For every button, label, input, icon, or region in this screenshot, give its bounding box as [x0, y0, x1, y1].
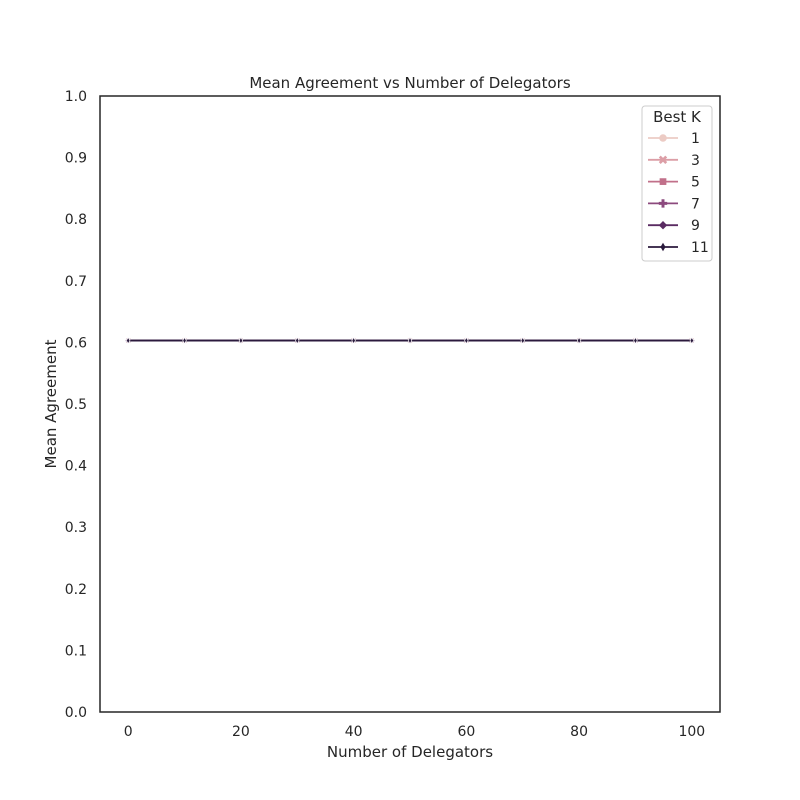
data-point — [126, 336, 131, 345]
y-tick-label: 0.7 — [65, 274, 87, 290]
data-point — [464, 336, 469, 345]
x-axis-label: Number of Delegators — [327, 743, 493, 761]
legend-marker — [659, 134, 667, 142]
chart-title: Mean Agreement vs Number of Delegators — [249, 74, 571, 92]
data-point — [689, 336, 694, 345]
y-tick-label: 0.8 — [65, 212, 87, 228]
x-tick-label: 40 — [345, 724, 363, 740]
y-tick-label: 0.0 — [65, 705, 87, 721]
legend-label: 11 — [691, 240, 709, 256]
legend-item-11: 11 — [648, 240, 709, 256]
legend-items: 1 3 5 7 9 11 — [648, 131, 709, 256]
y-tick-label: 0.3 — [65, 520, 87, 536]
legend-marker — [658, 221, 668, 230]
y-axis-label: Mean Agreement — [42, 339, 60, 468]
x-tick-label: 80 — [570, 724, 588, 740]
series-layer — [124, 336, 696, 345]
x-tick-label: 0 — [124, 724, 133, 740]
y-axis-ticks: 0.0 0.1 0.2 0.3 0.4 0.5 0.6 0.7 0.8 0.9 1.0 — [65, 89, 87, 721]
data-point — [238, 336, 244, 345]
y-tick-label: 0.6 — [65, 335, 87, 351]
y-tick-label: 0.1 — [65, 643, 87, 659]
plot-frame — [99, 95, 721, 713]
data-point — [295, 336, 300, 345]
data-point — [633, 336, 638, 345]
x-tick-label: 60 — [457, 724, 475, 740]
legend-item-5: 5 — [648, 175, 700, 191]
y-tick-label: 0.2 — [65, 582, 87, 598]
x-tick-label: 20 — [232, 724, 250, 740]
legend-item-1: 1 — [648, 131, 700, 147]
legend: Best K 1 3 5 7 9 11 — [641, 105, 713, 262]
data-point — [351, 336, 356, 345]
data-point — [576, 336, 582, 345]
data-point — [182, 336, 187, 345]
legend-label: 5 — [691, 175, 700, 191]
legend-title: Best K — [653, 108, 702, 126]
y-tick-label: 0.4 — [65, 459, 87, 475]
legend-item-3: 3 — [648, 153, 700, 169]
legend-label: 9 — [691, 218, 700, 234]
y-tick-label: 1.0 — [65, 89, 87, 105]
legend-label: 1 — [691, 131, 700, 147]
legend-marker — [659, 178, 667, 185]
legend-marker — [660, 242, 666, 252]
data-point — [407, 336, 413, 345]
data-point — [520, 336, 525, 345]
legend-label: 7 — [691, 196, 700, 212]
x-tick-label: 100 — [678, 724, 705, 740]
legend-marker — [658, 199, 668, 208]
y-tick-label: 0.5 — [65, 397, 87, 413]
x-axis-ticks: 0 20 40 60 80 100 — [124, 724, 705, 740]
legend-item-9: 9 — [648, 218, 700, 234]
legend-marker — [658, 155, 668, 164]
series-11 — [126, 336, 694, 345]
legend-item-7: 7 — [648, 196, 700, 212]
y-tick-label: 0.9 — [65, 151, 87, 167]
legend-label: 3 — [691, 153, 700, 169]
legend-box — [641, 105, 713, 262]
